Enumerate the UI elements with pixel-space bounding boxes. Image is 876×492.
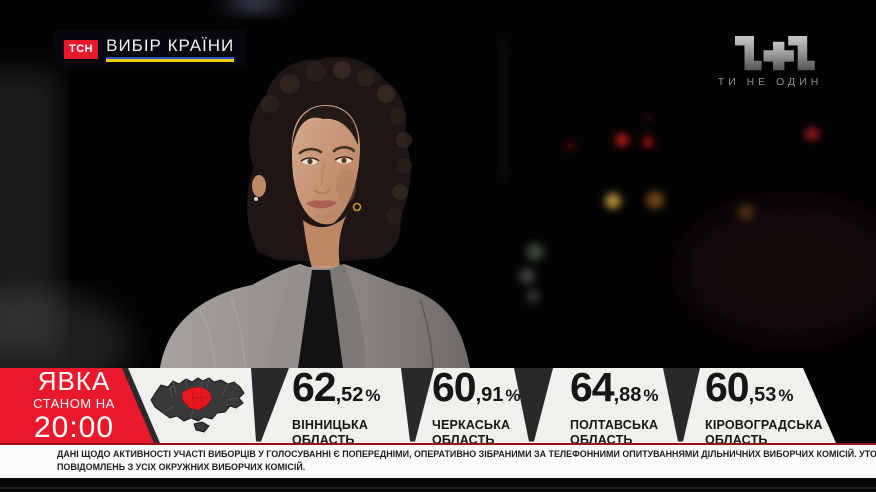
- earring-stud-icon: [254, 197, 258, 201]
- turnout-header: ЯВКА СТАНОМ НА 20:00: [0, 368, 148, 443]
- region-stat: 62,52% ВІННИЦЬКА ОБЛАСТЬ: [292, 364, 426, 448]
- turnout-panel-strip: [127, 368, 836, 443]
- region-stat: 60,53% КІРОВОГРАДСЬКА ОБЛАСТЬ: [705, 364, 839, 448]
- turnout-value: 60,53%: [705, 364, 794, 410]
- one-plus-one-logo-icon: [735, 36, 815, 71]
- program-title: ВИБІР КРАЇНИ: [106, 35, 235, 55]
- interview-guest: [160, 56, 470, 369]
- region-stat: 64,88% ПОЛТАВСЬКА ОБЛАСТЬ: [570, 364, 704, 448]
- highlighted-regions: [181, 386, 213, 411]
- region-stat: 60,91% ЧЕРКАСЬКА ОБЛАСТЬ: [432, 364, 566, 448]
- turnout-time: 20:00: [33, 411, 115, 444]
- bokeh-lights: [519, 114, 819, 303]
- as-of-label: СТАНОМ НА: [33, 396, 115, 411]
- tsn-logo: ТСН: [64, 39, 99, 59]
- ukraine-map-icon: [146, 372, 252, 436]
- earring-hoop-icon: [352, 202, 362, 212]
- turnout-value: 64,88%: [570, 364, 659, 410]
- guest-cardigan: [160, 264, 470, 369]
- turnout-value: 60,91%: [432, 364, 521, 410]
- studio-set-blur: [0, 0, 876, 400]
- guest-face: [291, 104, 362, 225]
- channel-slogan-block: ТИ НЕ ОДИН: [702, 30, 838, 88]
- bottom-bar-line: [0, 487, 876, 489]
- turnout-lower-third: ЯВКА СТАНОМ НА 20:00 62,52% ВІННИЦЬКА ОБЛ…: [0, 367, 876, 447]
- turnout-label: ЯВКА: [37, 366, 111, 396]
- bottom-bar: [0, 478, 876, 492]
- turnout-value: 62,52%: [292, 364, 381, 410]
- guest-neck: [303, 216, 346, 268]
- guest-black-top: [298, 270, 343, 368]
- program-badge: ТСН ВИБІР КРАЇНИ: [55, 30, 247, 68]
- disclaimer-ticker: ДАНІ ЩОДО АКТИВНОСТІ УЧАСТІ ВИБОРЦІВ У Г…: [0, 443, 876, 478]
- ukraine-flag-underline-icon: [106, 56, 235, 62]
- disclaimer-text: ДАНІ ЩОДО АКТИВНОСТІ УЧАСТІ ВИБОРЦІВ У Г…: [57, 449, 876, 473]
- guest-ear: [252, 175, 266, 197]
- channel-slogan: ТИ НЕ ОДИН: [717, 76, 823, 88]
